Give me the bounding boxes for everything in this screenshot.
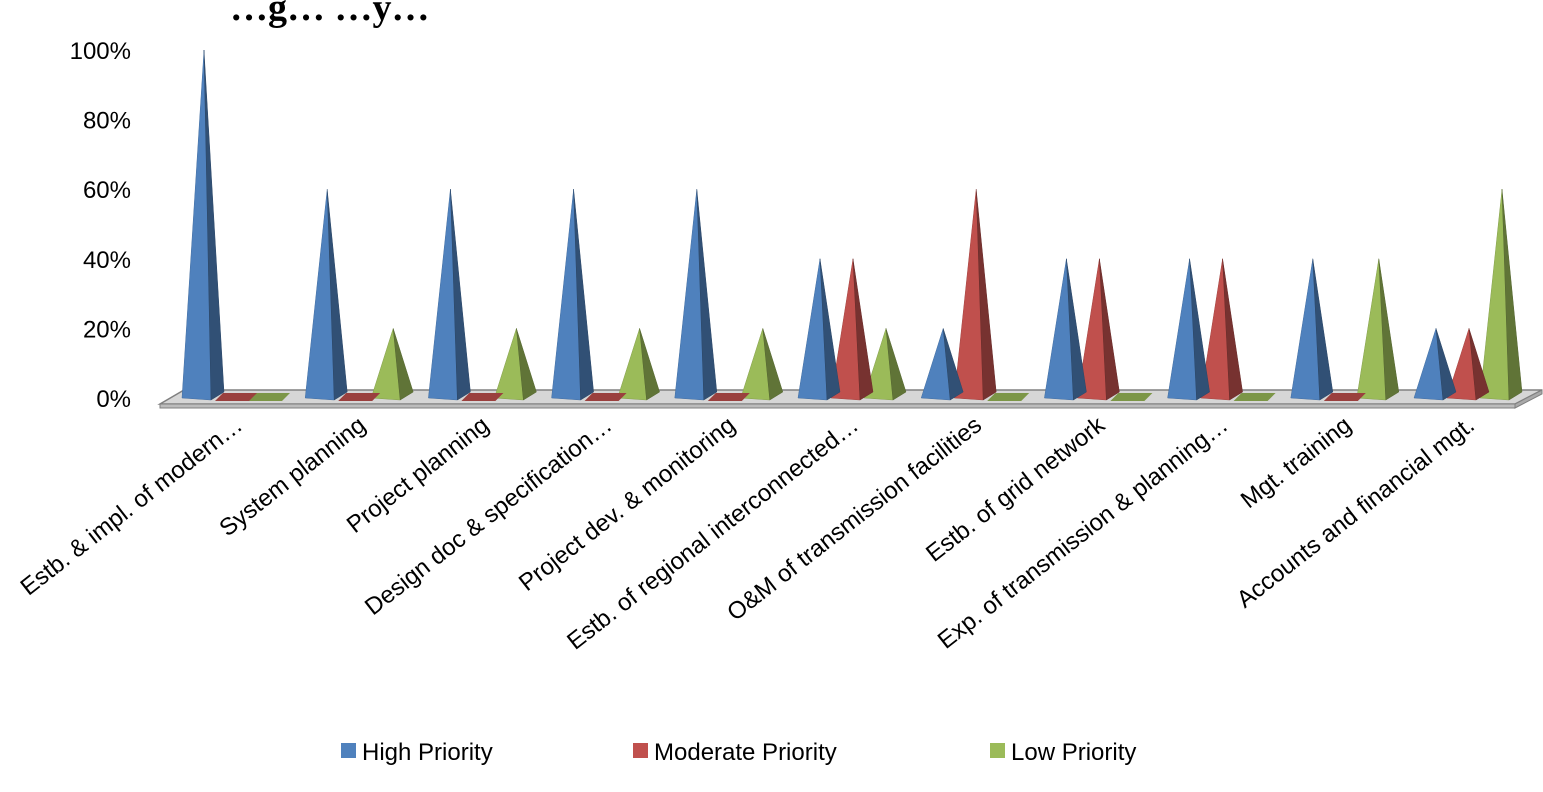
pyramid-low-priority (1110, 393, 1153, 401)
y-tick-label: 80% (83, 108, 131, 135)
floor-front (159, 403, 1516, 409)
pyramid-low-priority (370, 328, 414, 401)
x-axis: Estb. & impl. of modern…System planningP… (16, 411, 1480, 655)
pyramid-side (573, 189, 594, 401)
pyramid-moderate-priority (1323, 393, 1366, 401)
legend-item: Moderate Priority (633, 739, 837, 766)
pyramid-zero-base (707, 393, 750, 401)
pyramid-zero-base (584, 393, 627, 401)
pyramid-moderate-priority (338, 393, 381, 401)
pyramid-moderate-priority (461, 393, 504, 401)
pyramid-moderate-priority (830, 258, 874, 401)
pyramid-moderate-priority (1446, 328, 1490, 401)
pyramid-zero-base (1233, 393, 1276, 401)
pyramid-side (696, 189, 718, 401)
x-tick-label: Estb. & impl. of modern… (16, 411, 248, 601)
pyramid-moderate-priority (215, 393, 257, 401)
pyramid-side (1468, 328, 1490, 401)
floor-side (1514, 389, 1543, 409)
pyramid-side (975, 189, 997, 401)
y-tick-label: 40% (83, 247, 131, 274)
y-tick-label: 100% (70, 38, 131, 65)
pyramid-low-priority (1479, 189, 1523, 401)
pyramid-side (639, 328, 660, 401)
pyramid-high-priority (428, 189, 471, 401)
pyramid-side (1501, 189, 1523, 401)
pyramid-side (326, 189, 348, 401)
legend: High Priority Moderate Priority Low Priori… (341, 739, 1136, 766)
pyramid-zero-base (987, 393, 1030, 401)
legend-swatch (990, 743, 1005, 758)
pyramid-zero-base (215, 393, 257, 401)
pyramid-side (1066, 258, 1087, 401)
pyramid-low-priority (494, 328, 537, 401)
pyramid-low-priority (1233, 393, 1276, 401)
pyramid-high-priority (304, 189, 348, 401)
pyramid-high-priority (674, 189, 718, 401)
pyramid-side (1222, 258, 1243, 401)
pyramid-high-priority (1290, 258, 1334, 401)
legend-swatch (341, 743, 356, 758)
pyramid-moderate-priority (1200, 258, 1243, 401)
pyramid-side (1378, 258, 1400, 401)
pyramid-series (181, 49, 1523, 401)
pyramid-side (942, 328, 964, 401)
legend-label: Low Priority (1011, 739, 1136, 766)
pyramid-high-priority (181, 49, 225, 401)
pyramid-low-priority (1356, 258, 1400, 401)
pyramid-side (516, 328, 537, 401)
legend-item: High Priority (341, 739, 493, 766)
pyramid-moderate-priority (953, 189, 997, 401)
pyramid-low-priority (617, 328, 660, 401)
pyramid-side (392, 328, 414, 401)
pyramid-side (762, 328, 784, 401)
pyramid-high-priority (797, 258, 841, 401)
pyramid-zero-base (1323, 393, 1366, 401)
legend-item: Low Priority (990, 739, 1136, 766)
pyramid-zero-base (248, 393, 290, 401)
pyramid-zero-base (338, 393, 381, 401)
pyramid-side (1312, 258, 1334, 401)
y-axis: 0% 20% 40% 60% 80% 100% (70, 38, 131, 413)
legend-label: Moderate Priority (654, 739, 837, 766)
pyramid-side (885, 328, 907, 401)
pyramid-moderate-priority (707, 393, 750, 401)
y-tick-label: 0% (96, 386, 131, 413)
pyramid-high-priority (1044, 258, 1087, 401)
y-tick-label: 20% (83, 316, 131, 343)
pyramid-zero-base (1110, 393, 1153, 401)
x-tick-label: Design doc & specification… (360, 411, 617, 620)
pyramid-side (1189, 258, 1210, 401)
pyramid-side (819, 258, 841, 401)
pyramid-side (203, 49, 225, 401)
pyramid-low-priority (248, 393, 290, 401)
pyramid-high-priority (1413, 328, 1457, 401)
pyramid-low-priority (740, 328, 784, 401)
pyramid-high-priority (920, 328, 964, 401)
y-tick-label: 60% (83, 177, 131, 204)
pyramid-side (852, 258, 874, 401)
pyramid-low-priority (987, 393, 1030, 401)
chart-title-area: …g… …y… (230, 0, 430, 29)
pyramid-high-priority (551, 189, 594, 401)
pyramid-side (1435, 328, 1457, 401)
x-tick-label: Accounts and financial mgt. (1232, 411, 1480, 613)
x-tick-label: O&M of transmission facilities (722, 411, 987, 626)
pyramid-side (1099, 258, 1120, 401)
pyramid-moderate-priority (584, 393, 627, 401)
pyramid-high-priority (1167, 258, 1210, 401)
chart-title: …g… …y… (230, 0, 430, 29)
legend-label: High Priority (362, 739, 493, 766)
pyramid-moderate-priority (1077, 258, 1120, 401)
pyramid-zero-base (461, 393, 504, 401)
x-tick-label: Mgt. training (1236, 411, 1357, 514)
legend-swatch (633, 743, 648, 758)
pyramid-side (450, 189, 471, 401)
x-tick-label: Project dev. & monitoring (514, 411, 741, 596)
